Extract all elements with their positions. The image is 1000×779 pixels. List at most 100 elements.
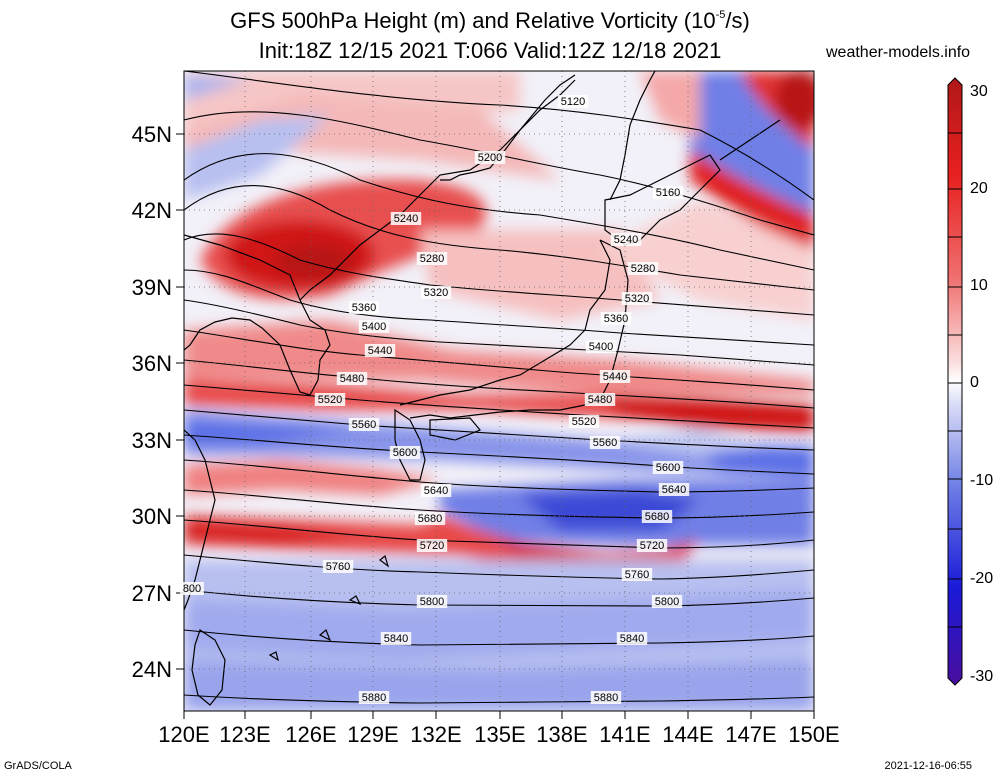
contour-label-bg [590, 691, 622, 704]
contour-label-bg [322, 560, 354, 573]
contour-label-bg [616, 632, 648, 645]
lon-label-138e: 138E [536, 722, 588, 747]
contour-label-bg [652, 461, 684, 474]
contour-label: 5320 [625, 293, 649, 305]
lon-label-141e: 141E [599, 722, 651, 747]
contour-label-bg [358, 320, 390, 333]
colorbar-label-0: 0 [970, 374, 979, 391]
lat-label-27n: 27N [131, 581, 172, 606]
contour-label-bg [380, 632, 412, 645]
contour-label-bg [627, 262, 659, 275]
contour-label: 5240 [394, 213, 418, 225]
colorbar-body [947, 77, 963, 686]
site-watermark: weather-models.info [826, 44, 971, 61]
contour-label-bg [420, 484, 452, 497]
contour-label-bg [652, 186, 684, 199]
contour-label: 5160 [656, 187, 680, 199]
contour-label: 800 [183, 583, 201, 595]
contour-label: 5640 [424, 485, 448, 497]
title-line-1: GFS 500hPa Height (m) and Relative Vorti… [230, 8, 750, 33]
contour-label-bg [416, 595, 448, 608]
contour-label: 5520 [572, 416, 596, 428]
contour-label-bg [348, 301, 380, 314]
contour-label: 5240 [614, 234, 638, 246]
contour-label: 5720 [640, 540, 664, 552]
contour-label: 5400 [362, 321, 386, 333]
contour-label-bg [621, 292, 653, 305]
lat-label-36n: 36N [131, 351, 172, 376]
contour-label: 5760 [326, 561, 350, 573]
colorbar [947, 77, 963, 686]
axis-ticks [176, 133, 815, 719]
contour-label: 5640 [662, 484, 686, 496]
contour-label-bg [600, 312, 632, 325]
contour-label-bg [420, 286, 452, 299]
lon-label-120e: 120E [158, 722, 210, 747]
contour-label: 5720 [420, 540, 444, 552]
contour-label: 5360 [604, 313, 628, 325]
contour-label-bg [389, 446, 421, 459]
contour-label-bg [651, 595, 683, 608]
contour-label: 5120 [561, 96, 585, 108]
contour-label: 5760 [625, 569, 649, 581]
contour-label-bg [348, 418, 380, 431]
contour-label: 5680 [418, 513, 442, 525]
contour-label: 5680 [645, 511, 669, 523]
contour-label: 5280 [631, 263, 655, 275]
contour-label: 5280 [420, 253, 444, 265]
contour-label: 5560 [352, 419, 376, 431]
contour-label: 5800 [420, 596, 444, 608]
colorbar-label-20: 20 [970, 180, 988, 197]
colorbar-label-neg20: -20 [970, 570, 994, 587]
lat-label-45n: 45N [131, 122, 172, 147]
contour-label-bg [336, 372, 368, 385]
lon-label-132e: 132E [410, 722, 462, 747]
lon-label-126e: 126E [285, 722, 337, 747]
contour-label-bg [557, 95, 589, 108]
contour-label-bg [641, 510, 673, 523]
contour-label: 5360 [352, 302, 376, 314]
contour-label: 5840 [384, 633, 408, 645]
colorbar-label-30: 30 [970, 83, 988, 100]
lat-label-42n: 42N [131, 198, 172, 223]
contour-label-bg [364, 344, 396, 357]
colorbar-label-10: 10 [970, 277, 988, 294]
lat-label-33n: 33N [131, 428, 172, 453]
map-frame [183, 70, 815, 712]
map-grid [184, 71, 814, 711]
contour-label-bg [358, 691, 390, 704]
contour-label: 5520 [318, 394, 342, 406]
contour-label: 5880 [594, 692, 618, 704]
contour-label-bg [180, 582, 204, 595]
contour-label-bg [474, 151, 506, 164]
lon-label-150e: 150E [788, 722, 840, 747]
contour-label-bg [599, 370, 631, 383]
contour-label-bg [621, 568, 653, 581]
contour-label-bg [416, 252, 448, 265]
contour-label-bg [610, 233, 642, 246]
footer-credit: GrADS/COLA [4, 760, 72, 772]
lat-label-39n: 39N [131, 275, 172, 300]
contour-label: 5600 [393, 447, 417, 459]
contour-label: 5600 [656, 462, 680, 474]
contour-label: 5440 [368, 345, 392, 357]
contour-label-bg [658, 483, 690, 496]
contour-label-bg [416, 539, 448, 552]
contour-label-bg [414, 512, 446, 525]
contour-label-bg [584, 393, 616, 406]
title-line-2: Init:18Z 12/15 2021 T:066 Valid:12Z 12/1… [258, 38, 722, 63]
contour-label-bg [390, 212, 422, 225]
vorticity-field [184, 71, 814, 711]
contour-label: 5560 [593, 437, 617, 449]
colorbar-label-neg10: -10 [970, 472, 994, 489]
contour-label: 5480 [588, 394, 612, 406]
lat-label-24n: 24N [131, 657, 172, 682]
contour-label-bg [636, 539, 668, 552]
contour-label: 5200 [478, 152, 502, 164]
colorbar-label-neg30: -30 [970, 668, 994, 685]
contour-label-bg [568, 415, 600, 428]
contour-label-bg [589, 436, 621, 449]
footer-timestamp: 2021-12-16-06:55 [884, 760, 972, 772]
lat-label-30n: 30N [131, 504, 172, 529]
